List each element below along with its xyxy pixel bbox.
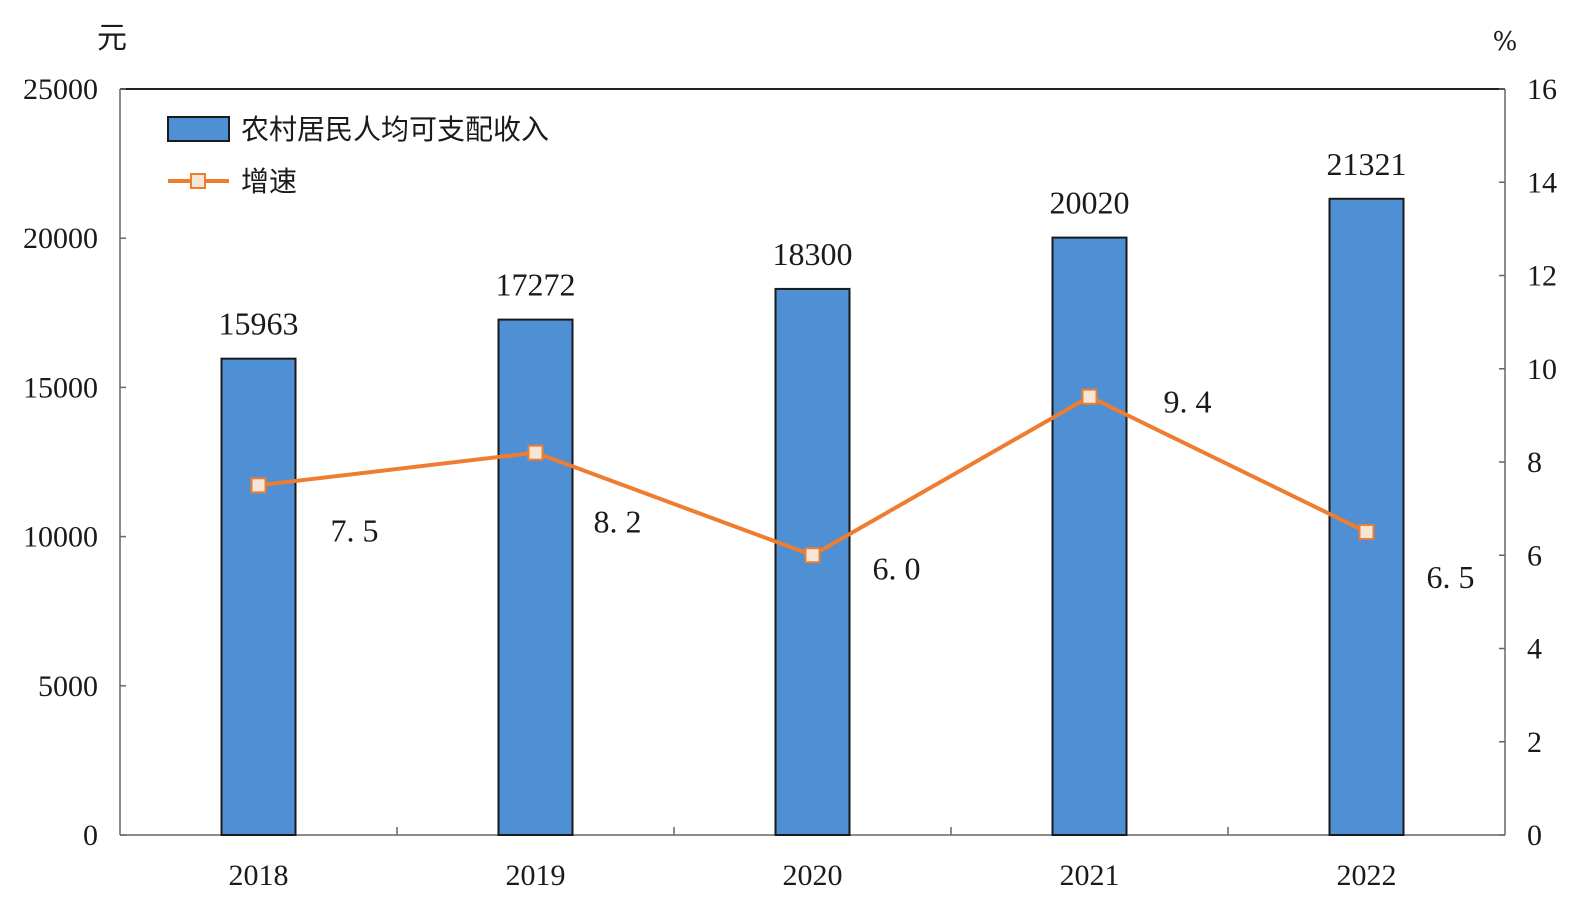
left-axis-unit: 元 bbox=[97, 21, 127, 56]
legend-swatch-growth-marker bbox=[190, 173, 206, 189]
right-axis-tick-label: 12 bbox=[1527, 260, 1557, 293]
x-axis-tick-label: 2022 bbox=[1337, 859, 1397, 892]
line-series bbox=[250, 388, 1375, 564]
x-axis-ticks: 2018 2019 2020 2021 2022 bbox=[229, 827, 1397, 892]
line-data-label: 6. 5 bbox=[1427, 559, 1475, 595]
line-data-labels: 7. 5 8. 2 6. 0 9. 4 6. 5 bbox=[331, 384, 1475, 595]
left-axis-tick-label: 0 bbox=[83, 819, 98, 852]
bar-data-label: 17272 bbox=[496, 267, 576, 303]
legend-label-growth: 增速 bbox=[241, 165, 297, 198]
left-axis-tick-label: 15000 bbox=[23, 371, 98, 404]
line-segment bbox=[810, 394, 1092, 558]
bar-data-label: 18300 bbox=[773, 236, 853, 272]
line-point bbox=[527, 444, 544, 461]
right-axis-unit: % bbox=[1493, 27, 1518, 57]
right-axis-tick-label: 0 bbox=[1527, 819, 1542, 852]
line-point bbox=[1081, 388, 1098, 405]
bar-data-labels: 15963 17272 18300 20020 21321 bbox=[219, 146, 1407, 342]
line-data-label: 6. 0 bbox=[873, 550, 921, 586]
left-axis-tick-label: 20000 bbox=[23, 222, 98, 255]
right-axis-tick-label: 2 bbox=[1527, 726, 1542, 759]
right-axis-tick-label: 16 bbox=[1527, 73, 1557, 106]
legend-swatch-income bbox=[167, 116, 230, 142]
bar-data-label: 15963 bbox=[219, 306, 299, 342]
left-axis-tick-label: 25000 bbox=[23, 73, 98, 106]
line-data-label: 9. 4 bbox=[1164, 384, 1212, 420]
bar-data-label: 20020 bbox=[1050, 185, 1130, 221]
bar-data-label: 21321 bbox=[1327, 146, 1407, 182]
line-point bbox=[1358, 523, 1375, 540]
right-axis-tick-label: 6 bbox=[1527, 539, 1542, 572]
x-axis-tick-label: 2020 bbox=[783, 859, 843, 892]
left-axis-ticks: 0 5000 10000 15000 20000 25000 bbox=[23, 73, 126, 852]
legend: 农村居民人均可支配收入 增速 bbox=[167, 113, 549, 198]
right-axis-tick-label: 8 bbox=[1527, 446, 1542, 479]
legend-label-income: 农村居民人均可支配收入 bbox=[241, 113, 549, 146]
line-segment bbox=[1087, 394, 1369, 534]
bar bbox=[497, 318, 574, 836]
right-axis-tick-label: 4 bbox=[1527, 633, 1542, 666]
right-axis-tick-label: 14 bbox=[1527, 166, 1557, 199]
bar bbox=[1328, 197, 1405, 836]
bar bbox=[1051, 236, 1128, 836]
left-axis-tick-label: 5000 bbox=[38, 670, 98, 703]
line-segment bbox=[256, 450, 538, 488]
line-point bbox=[250, 477, 267, 494]
left-axis-tick-label: 10000 bbox=[23, 521, 98, 554]
line-data-label: 7. 5 bbox=[331, 512, 379, 548]
bar bbox=[220, 357, 297, 836]
x-axis-tick-label: 2021 bbox=[1060, 859, 1120, 892]
line-data-label: 8. 2 bbox=[594, 504, 642, 540]
line-point bbox=[804, 547, 821, 564]
bar-series bbox=[220, 197, 1405, 837]
x-axis-tick-label: 2019 bbox=[506, 859, 566, 892]
x-axis-tick-label: 2018 bbox=[229, 859, 289, 892]
right-axis-tick-label: 10 bbox=[1527, 353, 1557, 386]
line-segment bbox=[533, 450, 815, 558]
right-axis-ticks: 0 2 4 6 8 10 12 14 16 bbox=[1499, 73, 1557, 852]
